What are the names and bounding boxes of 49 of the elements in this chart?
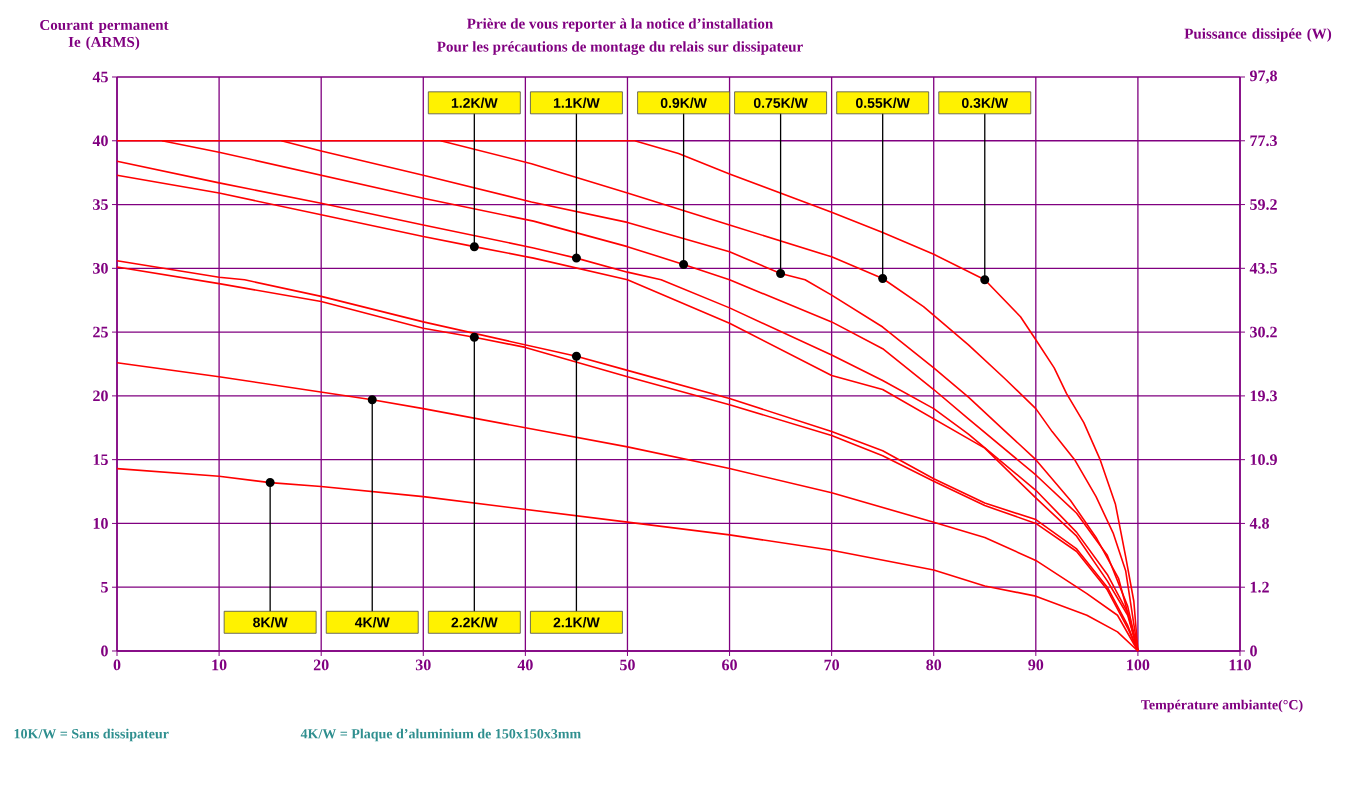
chart-subtitle: Pour les précautions de montage du relais sur dissipateur	[437, 41, 803, 55]
text: 10K/W = Sans dissipateur	[14, 728, 169, 742]
y-tick-label: 35	[93, 199, 108, 210]
y-tick-label: 10	[93, 518, 108, 529]
y-tick-label: 15	[93, 454, 108, 466]
annotation: 1.1K/W	[553, 97, 600, 109]
annotation: 2.1K/W	[553, 617, 600, 628]
text: 97,8	[1249, 70, 1277, 84]
x-tick-label: 40	[517, 659, 533, 671]
y-tick-label: 30	[93, 262, 108, 274]
x-tick-label: 90	[1028, 659, 1044, 671]
x-tick-label: 20	[313, 659, 329, 671]
y-axis-title: Courant permanent Ie (ARMS)	[40, 19, 169, 51]
annotation: 8K/W	[253, 617, 288, 628]
text: 77.3	[1250, 135, 1277, 147]
x-tick-label: 70	[824, 659, 840, 671]
x-tick-label: 50	[620, 659, 635, 671]
text: 4.8	[1249, 518, 1269, 529]
text: 10.9	[1250, 454, 1277, 466]
y-tick-label: 45	[92, 71, 108, 83]
text: 19.3	[1250, 390, 1277, 402]
y-tick-label: 20	[93, 390, 108, 402]
x-tick-label: 110	[1229, 659, 1251, 671]
text: 1.2	[1250, 581, 1269, 593]
text: 0	[1250, 645, 1257, 657]
y-tick-label: 40	[92, 135, 108, 147]
chart-title: Prière de vous reporter à la notice d’installation	[467, 18, 774, 32]
annotation: 2.2K/W	[451, 617, 498, 628]
annotation: 1.2K/W	[451, 97, 498, 109]
annotation: 0.3K/W	[961, 97, 1009, 109]
x-tick-label: 10	[212, 659, 227, 671]
y2-axis-title: Puissance dissipée (W)	[1184, 28, 1332, 42]
annotation: 0.55K/W	[856, 97, 910, 109]
x-tick-label: 100	[1127, 659, 1150, 671]
x-axis-title: Température ambiante(°C)	[1141, 699, 1303, 713]
annotation: 0.9K/W	[660, 97, 707, 109]
annotation: 0.75K/W	[753, 97, 808, 109]
x-tick-label: 80	[926, 659, 942, 671]
y-tick-label: 5	[101, 581, 108, 593]
annotation: 4K/W	[354, 617, 390, 628]
y-tick-label: 0	[101, 645, 108, 657]
x-tick-label: 30	[415, 659, 431, 671]
text: 4K/W = Plaque d’aluminium de 150x150x3mm	[300, 728, 581, 742]
text: 59.2	[1250, 199, 1277, 210]
x-tick-label: 60	[722, 659, 737, 671]
text: 30.2	[1250, 326, 1277, 338]
text: 43.5	[1249, 262, 1277, 274]
y-tick-label: 25	[93, 326, 108, 338]
x-tick-label: 0	[113, 659, 121, 671]
